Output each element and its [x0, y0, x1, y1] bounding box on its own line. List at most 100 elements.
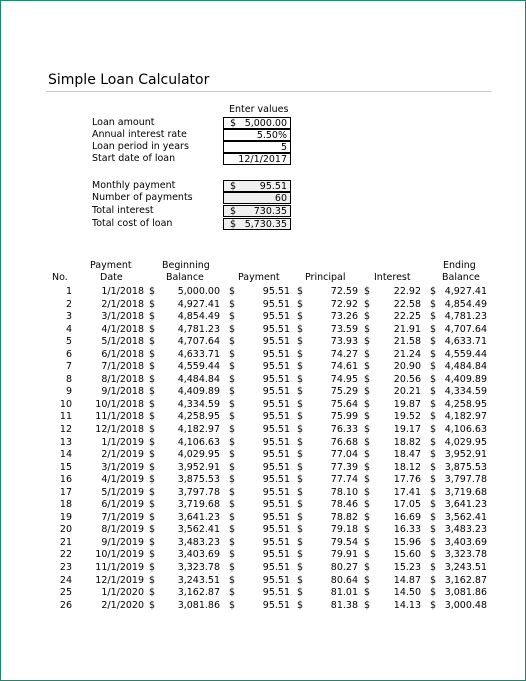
cell-payment: 95.51	[262, 386, 290, 398]
cell-beginning-balance: 3,875.53	[177, 474, 220, 486]
cell-beginning-balance: 4,854.49	[177, 311, 220, 323]
cell-principal: 77.39	[330, 461, 358, 473]
page-title: Simple Loan Calculator	[48, 72, 210, 88]
cell-no: 25	[59, 587, 72, 599]
cell-principal: 73.26	[330, 311, 358, 323]
currency-symbol: $	[430, 361, 437, 373]
currency-symbol: $	[364, 562, 371, 574]
cell-ending-balance: 4,334.59	[444, 386, 487, 398]
currency-symbol: $	[297, 599, 304, 611]
start-date-label: Start date of loan	[92, 153, 176, 164]
currency-symbol: $	[364, 436, 371, 448]
loan-period-field[interactable]: 5	[223, 141, 291, 153]
cell-ending-balance: 4,927.41	[444, 286, 487, 297]
currency-symbol: $	[364, 323, 371, 335]
cell-ending-balance: 4,258.95	[444, 398, 487, 410]
currency-symbol: $	[229, 361, 236, 373]
loan-amount-label: Loan amount	[92, 117, 155, 128]
cell-date: 2/1/2018	[101, 298, 144, 310]
cell-ending-balance: 4,854.49	[444, 298, 487, 310]
cell-payment: 95.51	[262, 461, 290, 473]
cell-principal: 72.59	[330, 286, 358, 297]
currency-symbol: $	[364, 499, 371, 511]
currency-symbol: $	[149, 461, 156, 473]
table-row: 1 1/1/2018 $5,000.00 $95.51 $72.59 $22.92 $4,9…	[50, 286, 490, 299]
cell-beginning-balance: 3,952.91	[177, 461, 220, 473]
currency-symbol: $	[297, 562, 304, 574]
currency-symbol: $	[430, 311, 437, 323]
currency-symbol: $	[149, 499, 156, 511]
currency-symbol: $	[430, 424, 437, 436]
cell-beginning-balance: 4,707.64	[177, 336, 220, 348]
currency-symbol: $	[297, 411, 304, 423]
currency-symbol: $	[297, 574, 304, 586]
cell-date: 2/1/2019	[101, 449, 144, 461]
interest-rate-field[interactable]: 5.50%	[223, 129, 291, 141]
currency-symbol: $	[229, 398, 236, 410]
cell-no: 8	[65, 373, 72, 385]
currency-symbol: $	[229, 511, 236, 523]
cell-beginning-balance: 4,106.63	[177, 436, 220, 448]
cell-beginning-balance: 4,258.95	[177, 411, 220, 423]
currency-symbol: $	[149, 436, 156, 448]
table-row: 20 8/1/2019 $3,562.41 $95.51 $79.18 $16.33 $3,…	[50, 524, 490, 537]
cell-interest: 14.13	[393, 599, 421, 611]
cell-date: 2/1/2020	[101, 599, 144, 611]
currency-symbol: $	[229, 461, 236, 473]
start-date-field[interactable]: 12/1/2017	[223, 153, 291, 165]
cell-ending-balance: 3,081.86	[444, 587, 487, 599]
cell-payment: 95.51	[262, 373, 290, 385]
currency-symbol: $	[430, 499, 437, 511]
header-beginning-1: Beginning	[162, 260, 210, 271]
currency-symbol: $	[430, 386, 437, 398]
cell-payment: 95.51	[262, 361, 290, 373]
cell-payment: 95.51	[262, 536, 290, 548]
currency-symbol: $	[297, 587, 304, 599]
loan-amount-field[interactable]: $ 5,000.00	[223, 117, 291, 129]
cell-date: 9/1/2019	[101, 536, 144, 548]
cell-no: 12	[59, 424, 72, 436]
currency-symbol: $	[430, 286, 437, 297]
currency-symbol: $	[149, 424, 156, 436]
cell-payment: 95.51	[262, 499, 290, 511]
cell-no: 2	[65, 298, 72, 310]
cell-ending-balance: 3,243.51	[444, 562, 487, 574]
cell-interest: 19.52	[393, 411, 421, 423]
currency-symbol: $	[364, 398, 371, 410]
cell-ending-balance: 4,707.64	[444, 323, 487, 335]
currency-symbol: $	[149, 361, 156, 373]
cell-date: 5/1/2018	[101, 336, 144, 348]
cell-principal: 79.54	[330, 536, 358, 548]
currency-symbol: $	[430, 373, 437, 385]
cell-beginning-balance: 3,323.78	[177, 562, 220, 574]
currency-symbol: $	[430, 411, 437, 423]
cell-no: 9	[65, 386, 72, 398]
currency-symbol: $	[149, 511, 156, 523]
cell-date: 6/1/2019	[101, 499, 144, 511]
currency-symbol: $	[149, 286, 156, 297]
cell-principal: 76.33	[330, 424, 358, 436]
cell-interest: 21.24	[393, 348, 421, 360]
table-row: 26 2/1/2020 $3,081.86 $95.51 $81.38 $14.13 $3,…	[50, 600, 490, 613]
table-row: 16 4/1/2019 $3,875.53 $95.51 $77.74 $17.76 $3,…	[50, 474, 490, 487]
cell-interest: 15.96	[393, 536, 421, 548]
currency-symbol: $	[430, 536, 437, 548]
cell-principal: 72.92	[330, 298, 358, 310]
total-cost-label: Total cost of loan	[92, 218, 173, 229]
enter-values-label: Enter values	[229, 104, 289, 115]
cell-interest: 22.58	[393, 298, 421, 310]
cell-ending-balance: 4,029.95	[444, 436, 487, 448]
currency-symbol: $	[229, 486, 236, 498]
header-ending-1: Ending	[443, 260, 476, 271]
currency-symbol: $	[430, 524, 437, 536]
cell-beginning-balance: 5,000.00	[177, 286, 220, 297]
currency-symbol: $	[364, 411, 371, 423]
currency-symbol: $	[297, 386, 304, 398]
cell-date: 4/1/2018	[101, 323, 144, 335]
currency-symbol: $	[364, 474, 371, 486]
cell-date: 3/1/2018	[101, 311, 144, 323]
currency-symbol: $	[297, 298, 304, 310]
currency-symbol: $	[430, 562, 437, 574]
cell-no: 23	[59, 562, 72, 574]
cell-interest: 19.87	[393, 398, 421, 410]
